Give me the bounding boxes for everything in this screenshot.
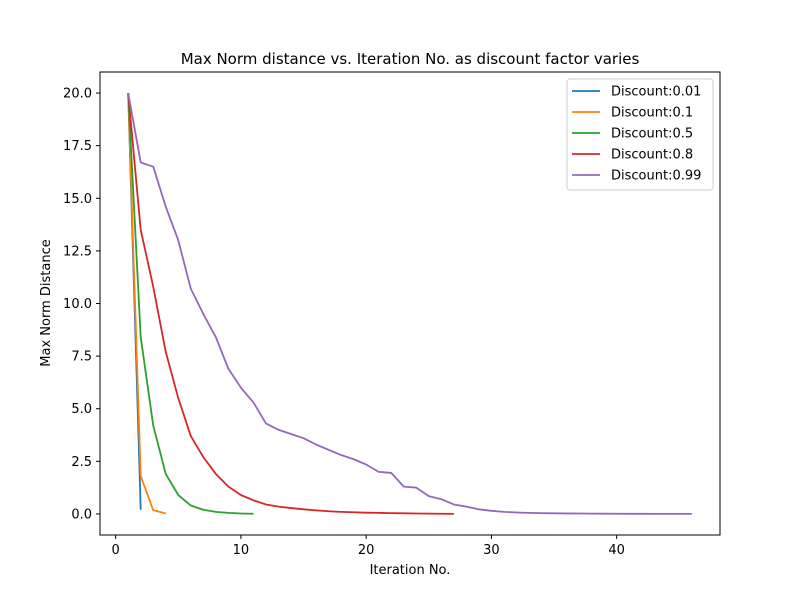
legend-label: Discount:0.01: [611, 85, 701, 100]
legend-label: Discount:0.5: [611, 127, 693, 142]
y-tick-label: 10.0: [63, 297, 92, 312]
x-axis-label: Iteration No.: [370, 563, 451, 578]
legend-box: [566, 78, 714, 191]
chart-title: Max Norm distance vs. Iteration No. as d…: [181, 50, 640, 68]
series-line-4: [127, 92, 692, 515]
x-tick-label: 20: [358, 543, 375, 558]
y-tick-label: 5.0: [71, 402, 92, 417]
plot-area: [127, 92, 692, 515]
y-tick-label: 2.5: [71, 455, 92, 470]
y-tick-label: 17.5: [63, 139, 92, 154]
x-tick-label: 40: [608, 543, 625, 558]
legend: Discount:0.01 Discount:0.1 Discount:0.5 Dis…: [566, 78, 714, 191]
y-tick-label: 0.0: [71, 507, 92, 522]
x-tick-label: 10: [233, 543, 250, 558]
x-tick-label: 30: [483, 543, 500, 558]
y-tick-label: 15.0: [63, 192, 92, 207]
x-tick-label: 0: [112, 543, 120, 558]
series-line-1: [127, 93, 166, 515]
y-tick-label: 12.5: [63, 244, 92, 259]
legend-label: Discount:0.1: [611, 106, 693, 121]
series-line-2: [127, 93, 254, 515]
legend-label: Discount:0.99: [611, 169, 701, 184]
y-axis-label: Max Norm Distance: [39, 239, 54, 366]
axes: 0 10 20 30 40 0.0 2.5 5.0 7.5 10.0 12.5 15.0 17.5 20.…: [63, 71, 721, 558]
y-tick-label: 20.0: [63, 87, 92, 102]
y-tick-label: 7.5: [71, 350, 92, 365]
legend-label: Discount:0.8: [611, 148, 693, 163]
series-line-3: [127, 92, 454, 515]
